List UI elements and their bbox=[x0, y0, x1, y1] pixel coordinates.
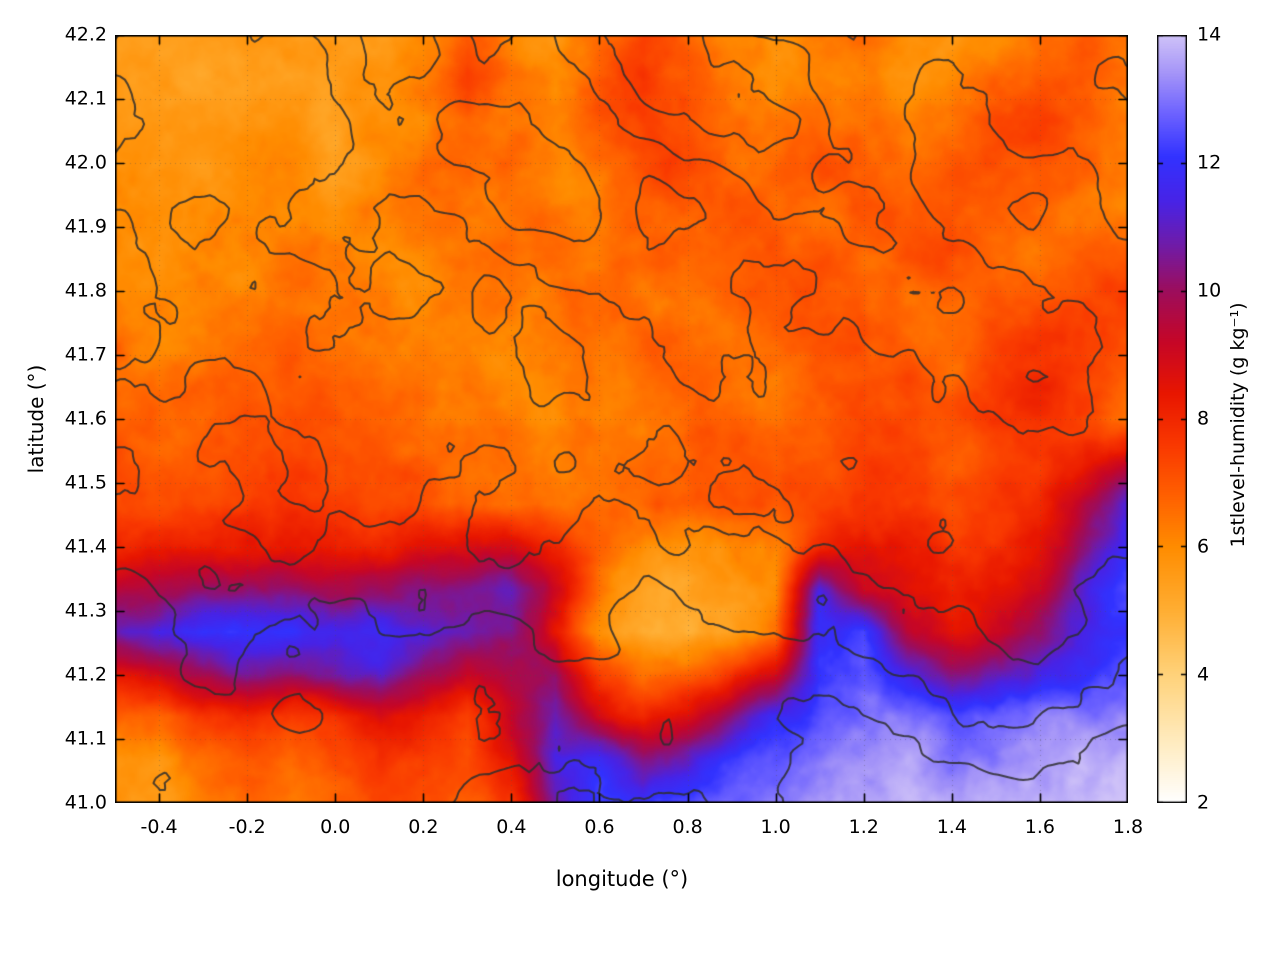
y-tick-label: 41.1 bbox=[64, 727, 107, 750]
x-tick-label: 1.8 bbox=[1112, 816, 1144, 838]
y-tick-label: 41.7 bbox=[64, 343, 107, 366]
x-axis-label: longitude (°) bbox=[555, 867, 689, 891]
heatmap-plot-canvas bbox=[115, 35, 1128, 803]
y-tick-label: 41.4 bbox=[64, 535, 107, 558]
y-axis-label: latitude (°) bbox=[24, 364, 48, 474]
colorbar-tick-label: 12 bbox=[1197, 151, 1222, 174]
colorbar-tick-label: 4 bbox=[1197, 663, 1210, 686]
colorbar-tick-label: 14 bbox=[1197, 23, 1222, 46]
colorbar-canvas bbox=[1157, 35, 1187, 803]
x-tick-label: -0.4 bbox=[140, 816, 178, 838]
x-tick-label: 1.6 bbox=[1024, 816, 1056, 838]
y-tick-label: 41.3 bbox=[64, 599, 107, 622]
y-tick-label: 41.8 bbox=[64, 279, 107, 302]
y-tick-label: 42.0 bbox=[64, 151, 107, 174]
x-tick-label: 1.2 bbox=[848, 816, 879, 838]
y-tick-label: 42.1 bbox=[64, 87, 107, 110]
x-tick-label: 0.0 bbox=[320, 816, 351, 838]
x-tick-label: 0.8 bbox=[672, 816, 703, 838]
colorbar-tick-label: 6 bbox=[1197, 535, 1210, 558]
colorbar-tick-label: 8 bbox=[1197, 407, 1210, 430]
colorbar-tick-label: 10 bbox=[1197, 279, 1222, 302]
colorbar-label: 1stlevel-humidity (g kg⁻¹) bbox=[1227, 302, 1249, 548]
colorbar-tick-label: 2 bbox=[1197, 791, 1210, 814]
y-tick-label: 41.6 bbox=[64, 407, 107, 430]
y-tick-label: 41.2 bbox=[64, 663, 107, 686]
x-tick-label: 0.4 bbox=[496, 816, 527, 838]
x-tick-label: 1.0 bbox=[760, 816, 791, 838]
y-tick-label: 42.2 bbox=[64, 23, 107, 46]
y-tick-label: 41.5 bbox=[64, 471, 107, 494]
x-tick-label: 1.4 bbox=[936, 816, 967, 838]
x-tick-label: 0.6 bbox=[584, 816, 615, 838]
y-tick-label: 41.9 bbox=[64, 215, 107, 238]
y-tick-label: 41.0 bbox=[64, 791, 107, 814]
x-tick-label: -0.2 bbox=[228, 816, 266, 838]
x-tick-label: 0.2 bbox=[408, 816, 439, 838]
